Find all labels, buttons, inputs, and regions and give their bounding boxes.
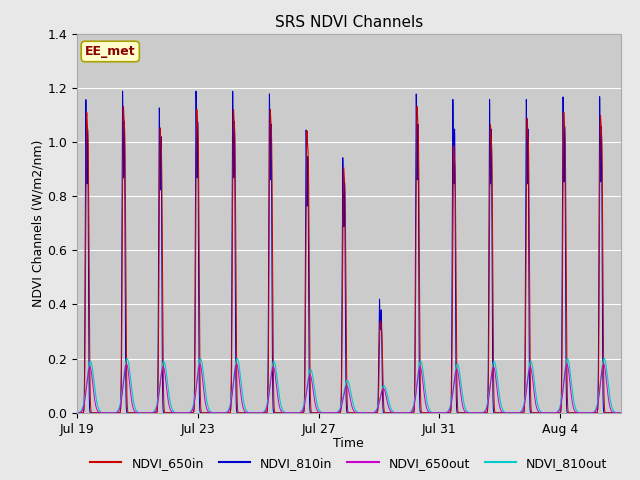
NDVI_650in	[106, 410, 113, 416]
NDVI_650in	[617, 410, 625, 416]
NDVI_650out	[106, 410, 113, 416]
NDVI_810in	[95, 410, 103, 416]
NDVI_810out	[588, 410, 596, 416]
NDVI_650in	[180, 410, 188, 416]
NDVI_650out	[76, 410, 83, 416]
NDVI_650in	[339, 231, 347, 237]
NDVI_650in	[73, 410, 81, 416]
NDVI_810out	[106, 410, 113, 416]
NDVI_810in	[106, 410, 113, 416]
Line: NDVI_810in: NDVI_810in	[77, 91, 621, 413]
NDVI_810in	[119, 88, 127, 94]
NDVI_650out	[617, 410, 625, 416]
Legend: NDVI_650in, NDVI_810in, NDVI_650out, NDVI_810out: NDVI_650in, NDVI_810in, NDVI_650out, NDV…	[85, 452, 612, 475]
NDVI_650out	[233, 361, 241, 367]
NDVI_810out	[362, 410, 369, 416]
NDVI_650in	[95, 410, 103, 416]
NDVI_650out	[73, 410, 81, 416]
NDVI_810out	[76, 409, 83, 415]
Line: NDVI_810out: NDVI_810out	[77, 359, 621, 413]
Title: SRS NDVI Channels: SRS NDVI Channels	[275, 15, 423, 30]
NDVI_810out	[564, 356, 572, 361]
NDVI_650out	[361, 410, 369, 416]
NDVI_810out	[339, 395, 347, 401]
NDVI_650in	[76, 410, 83, 416]
Text: EE_met: EE_met	[85, 45, 136, 58]
NDVI_810out	[95, 408, 103, 413]
NDVI_650out	[95, 409, 103, 415]
Line: NDVI_650out: NDVI_650out	[77, 364, 621, 413]
NDVI_650in	[588, 410, 596, 416]
NDVI_650out	[180, 410, 188, 416]
NDVI_810in	[617, 410, 625, 416]
Line: NDVI_650in: NDVI_650in	[77, 106, 621, 413]
Y-axis label: NDVI Channels (W/m2/nm): NDVI Channels (W/m2/nm)	[31, 140, 44, 307]
NDVI_810out	[73, 410, 81, 416]
NDVI_810in	[73, 410, 81, 416]
NDVI_650out	[588, 410, 596, 416]
NDVI_810in	[180, 410, 188, 416]
X-axis label: Time: Time	[333, 437, 364, 450]
NDVI_810in	[76, 410, 83, 416]
NDVI_650out	[339, 398, 347, 404]
NDVI_650in	[120, 103, 127, 109]
NDVI_810in	[588, 410, 596, 416]
NDVI_810out	[617, 410, 625, 416]
NDVI_810in	[339, 155, 347, 161]
NDVI_810out	[180, 410, 188, 416]
